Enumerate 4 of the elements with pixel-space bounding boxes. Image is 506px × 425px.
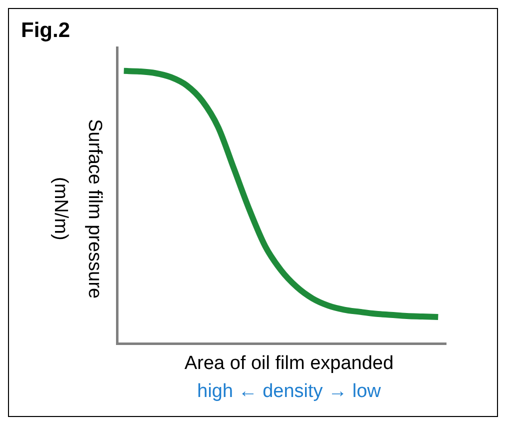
chart-title: Fig.2 [21, 19, 70, 43]
y-axis-title: Surface film pressure (mN/m) [49, 118, 106, 301]
text: high ← density → low [196, 381, 382, 403]
x-axis-title: Area of oil film expanded [183, 353, 395, 375]
